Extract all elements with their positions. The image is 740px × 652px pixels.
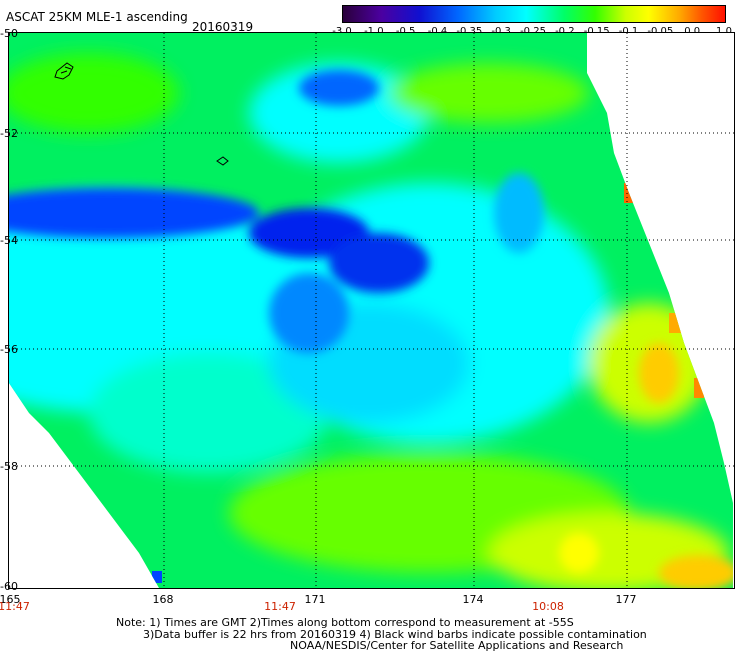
lat-label-54: -54 xyxy=(0,234,18,247)
lat-label-52: -52 xyxy=(0,127,18,140)
colorbar-tick-label: -0.4 xyxy=(428,26,448,37)
colorbar-tick-label: 1.0 xyxy=(716,26,732,37)
colorbar-tick-label: -0.15 xyxy=(584,26,610,37)
colorbar-tick-label: -0.35 xyxy=(456,26,482,37)
colorbar-tick-label: 0.0 xyxy=(684,26,700,37)
colorbar-tick-label: -0.25 xyxy=(520,26,546,37)
colorbar-tick-label: -0.1 xyxy=(619,26,639,37)
colorbar-tick-label: -0.2 xyxy=(555,26,575,37)
island-outlines xyxy=(54,62,229,166)
map-svg xyxy=(9,33,734,588)
note-line-1: Note: 1) Times are GMT 2)Times along bot… xyxy=(116,616,574,629)
colorbar-tick-label: -3.0 xyxy=(332,26,352,37)
lon-label-171: 171 xyxy=(304,593,326,606)
colorbar-tick-label: -0.5 xyxy=(396,26,416,37)
note-line-2: 3)Data buffer is 22 hrs from 20160319 4)… xyxy=(143,628,647,641)
swath-data xyxy=(9,33,733,588)
lon-label-165: 165 xyxy=(0,593,21,606)
time-label-right: 10:08 xyxy=(532,600,564,613)
colorbar-tick-label: -1.0 xyxy=(364,26,384,37)
time-label-center: 11:47 xyxy=(264,600,296,613)
lat-label-60: -60 xyxy=(0,580,18,593)
time-label-left: 11:47 xyxy=(0,600,30,613)
product-title: ASCAT 25KM MLE-1 ascending xyxy=(6,10,188,24)
colorbar-tick-label: -0.3 xyxy=(491,26,511,37)
lat-label-50: -50 xyxy=(0,27,18,40)
lon-label-174: 174 xyxy=(462,593,484,606)
lat-label-56: -56 xyxy=(0,343,18,356)
note-line-3: NOAA/NESDIS/Center for Satellite Applica… xyxy=(290,639,624,652)
scatterometer-map xyxy=(8,32,735,589)
graticule xyxy=(9,33,734,588)
lon-label-177: 177 xyxy=(615,593,637,606)
lat-label-58: -58 xyxy=(0,460,18,473)
lon-label-168: 168 xyxy=(152,593,174,606)
colorbar-tick-label: -0.05 xyxy=(647,26,673,37)
product-date: 20160319 xyxy=(192,20,254,34)
colorbar xyxy=(342,5,726,23)
